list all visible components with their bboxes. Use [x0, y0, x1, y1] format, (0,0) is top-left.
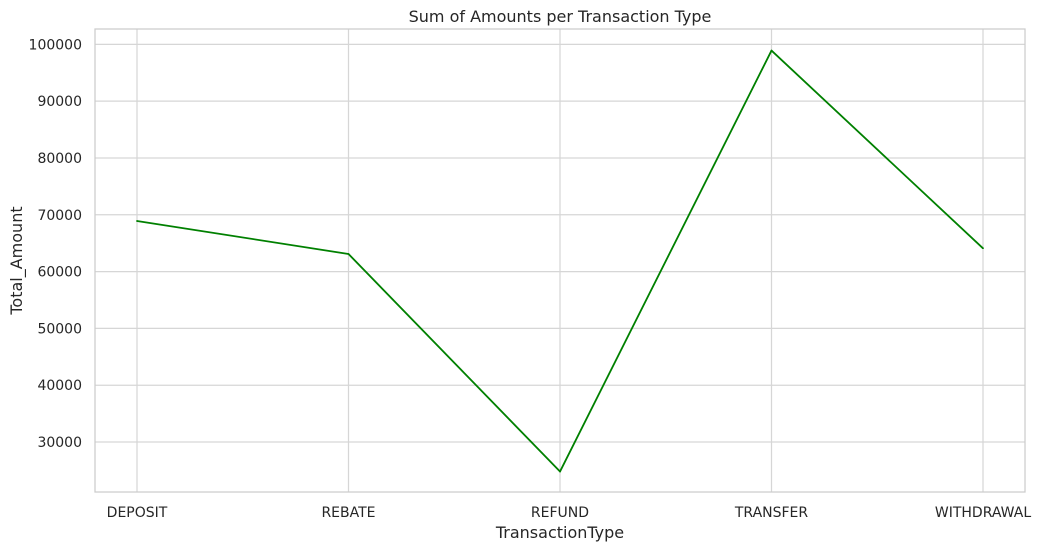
x-tick-label: REBATE [321, 505, 375, 521]
y-tick-label: 70000 [37, 208, 82, 224]
y-tick-label: 60000 [37, 265, 82, 281]
data-point [347, 253, 350, 255]
y-tick-label: 80000 [37, 151, 82, 167]
y-tick-label: 90000 [37, 94, 82, 110]
data-point [559, 470, 561, 473]
x-tick-label: REFUND [531, 505, 589, 521]
gridlines [95, 29, 1025, 492]
y-tick-label: 50000 [37, 321, 82, 337]
plot-area-frame [94, 28, 1026, 493]
y-axis-title: Total_Amount [7, 206, 27, 315]
x-tick-label: TRANSFER [734, 505, 809, 521]
y-tick-label: 100000 [29, 37, 82, 53]
chart-title: Sum of Amounts per Transaction Type [409, 7, 712, 26]
data-point [770, 49, 773, 52]
series-layer [136, 49, 984, 473]
y-tick-label: 40000 [37, 378, 82, 394]
y-tick-labels: 30000 40000 50000 60000 70000 80000 90000 10000… [29, 37, 82, 451]
x-tick-labels: DEPOSIT REBATE REFUND TRANSFER WITHDRAWAL [107, 505, 1032, 521]
x-tick-label: WITHDRAWAL [935, 505, 1031, 521]
x-tick-label: DEPOSIT [107, 505, 168, 521]
x-axis-title: TransactionType [495, 523, 624, 542]
data-point [136, 220, 138, 222]
y-tick-label: 30000 [37, 435, 82, 451]
data-point [982, 247, 984, 250]
